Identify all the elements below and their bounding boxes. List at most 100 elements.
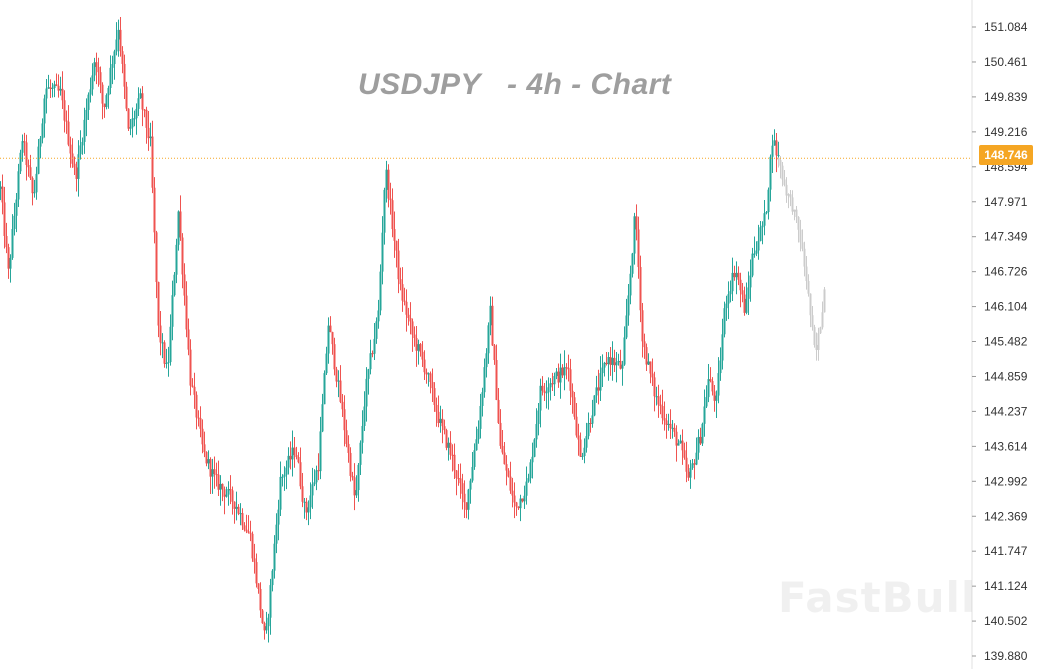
y-tick-label: 150.461 [984, 55, 1028, 69]
candle-body [393, 229, 396, 241]
candle-body [747, 287, 750, 299]
candle-body [69, 144, 72, 154]
candle-body [569, 369, 572, 391]
candle-body [753, 253, 756, 255]
candle-body [593, 395, 596, 416]
candle-body [541, 385, 544, 391]
candle-body [123, 63, 126, 87]
candle-body [709, 379, 712, 382]
candle-body [765, 212, 768, 214]
candle-body [19, 152, 22, 172]
y-tick-label: 145.482 [984, 335, 1028, 349]
candle-body [667, 423, 670, 425]
y-tick-label: 144.859 [984, 369, 1028, 383]
candle-body [419, 344, 422, 352]
watermark-logo: FastBull [778, 573, 977, 622]
candle-body [83, 119, 86, 142]
candle-body [605, 362, 608, 365]
candle-body [561, 367, 564, 376]
candle-body [243, 525, 246, 530]
candle-body [595, 387, 598, 396]
candle-body [93, 62, 96, 76]
candle-body [43, 98, 46, 124]
candle-body [503, 452, 506, 465]
forecast-candle-body [821, 312, 824, 328]
candle-body [407, 314, 410, 318]
candle-body [303, 501, 306, 503]
candle-body [255, 562, 258, 584]
candle-body [489, 305, 492, 326]
candle-body [455, 470, 458, 479]
candle-body [207, 459, 210, 464]
candle-body [717, 373, 720, 396]
candle-body [253, 558, 256, 563]
candle-body [741, 290, 744, 295]
candle-body [221, 483, 224, 490]
candle-body [529, 462, 532, 479]
candle-body [443, 426, 446, 431]
candle-body [533, 439, 536, 457]
candle-body [685, 457, 688, 472]
candle-body [639, 267, 642, 311]
candle-body [223, 489, 226, 497]
candle-body [77, 154, 80, 179]
candle-body [37, 146, 40, 174]
candle-body [647, 361, 650, 365]
candle-body [661, 406, 664, 419]
candle-body [225, 494, 228, 497]
y-axis-ticks: 151.084150.461149.839149.216148.594147.9… [972, 20, 1028, 663]
candle-body [187, 329, 190, 350]
candle-body [381, 232, 384, 272]
candle-body [113, 51, 116, 65]
candle-body [51, 87, 54, 89]
candle-body [345, 430, 348, 444]
candle-body [309, 495, 312, 508]
candle-body [361, 425, 364, 443]
candle-body [573, 397, 576, 417]
candle-body [263, 623, 266, 631]
candle-body [411, 321, 414, 335]
forecast-candle-body [787, 194, 790, 196]
candle-body [181, 237, 184, 275]
candle-body [699, 436, 702, 444]
candle-body [761, 225, 764, 228]
candle-body [319, 431, 322, 472]
candle-body [767, 189, 770, 213]
candle-body [377, 310, 380, 322]
candle-body [339, 380, 342, 402]
candle-body [57, 85, 60, 91]
candle-body [231, 490, 234, 502]
candle-body [757, 240, 760, 251]
candle-body [65, 120, 68, 122]
chart-title: USDJPY - 4h - Chart [358, 68, 672, 101]
candle-body [337, 380, 340, 382]
candle-body [697, 436, 700, 453]
candle-body [327, 325, 330, 354]
candle-body [453, 454, 456, 471]
candle-body [79, 145, 82, 155]
candle-body [125, 86, 128, 109]
candle-body [75, 167, 78, 179]
candle-body [87, 94, 90, 110]
candle-body [27, 165, 30, 168]
candle-body [151, 136, 154, 188]
candle-body [495, 360, 498, 400]
candle-body [81, 141, 84, 146]
forecast-group [777, 156, 826, 361]
candle-body [427, 373, 430, 375]
candle-body [477, 428, 480, 440]
candle-body [315, 470, 318, 483]
candle-body [99, 72, 102, 85]
candle-body [563, 367, 566, 376]
candle-body [547, 387, 550, 393]
candle-body [341, 401, 344, 410]
candle-body [59, 88, 62, 91]
candle-body [193, 386, 196, 395]
candle-body [161, 342, 164, 344]
y-tick-label: 140.502 [984, 614, 1028, 628]
candle-body [199, 418, 202, 429]
candle-body [537, 410, 540, 425]
candle-body [445, 430, 448, 448]
candle-body [169, 326, 172, 363]
